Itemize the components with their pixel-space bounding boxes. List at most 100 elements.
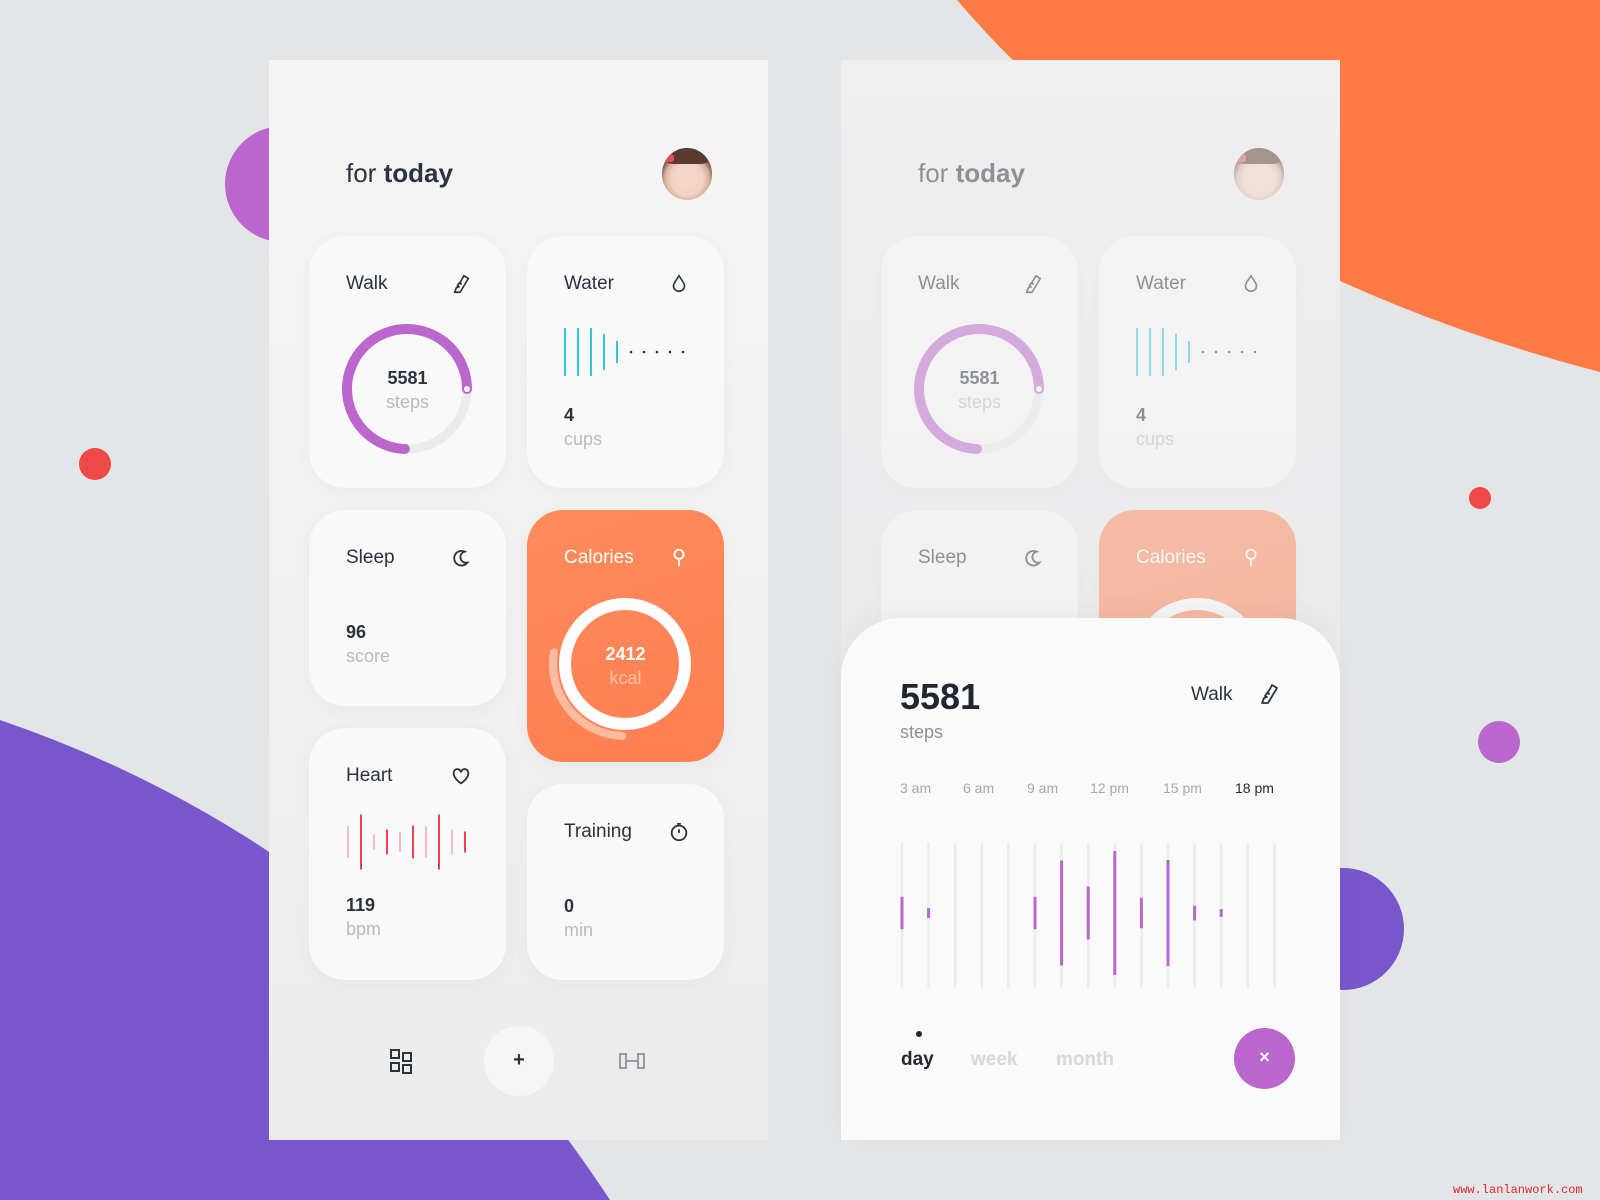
- training-value: 0: [564, 896, 575, 916]
- avatar-face: [676, 162, 698, 190]
- shoe-icon: [1261, 684, 1278, 704]
- page-title: for today: [346, 158, 453, 189]
- steps-chart: [900, 843, 1276, 988]
- dashboard-screen: for today Walk 5581 steps Water: [269, 60, 768, 1140]
- avatar-accent: [1236, 154, 1246, 162]
- detail-steps-value: 5581: [900, 676, 981, 717]
- steps-value: 5581: [387, 368, 428, 388]
- sleep-unit: score: [346, 646, 391, 666]
- heart-card[interactable]: Heart 119 bpm: [309, 728, 506, 980]
- time-tick[interactable]: 12 pm: [1090, 780, 1129, 796]
- title-prefix: for: [346, 158, 377, 188]
- sleep-card[interactable]: Sleep 96 score: [309, 510, 506, 706]
- drop-icon: [672, 274, 686, 293]
- tab-week[interactable]: week: [971, 1049, 1018, 1070]
- heart-value: 119: [346, 895, 376, 915]
- water-cups-chart: [1136, 328, 1257, 376]
- heart-rate-chart: [347, 814, 466, 870]
- tab-month[interactable]: month: [1056, 1049, 1115, 1070]
- time-tick[interactable]: 6 am: [963, 780, 995, 796]
- card-label: Water: [1136, 273, 1186, 294]
- detail-screen: for today Walk 5581 steps Water 4: [841, 60, 1340, 1140]
- walk-card[interactable]: Walk 5581 steps: [881, 236, 1078, 488]
- cup-empty-dot: [1227, 350, 1231, 354]
- card-label: Walk: [346, 273, 388, 294]
- cup-empty-dot: [668, 350, 672, 354]
- cup-empty-dot: [1240, 350, 1244, 354]
- card-label: Training: [564, 821, 632, 842]
- add-button[interactable]: +: [484, 1026, 554, 1096]
- avatar-hair: [666, 148, 708, 164]
- avatar[interactable]: [1234, 148, 1284, 200]
- calories-card[interactable]: Calories 2412 kcal: [527, 510, 724, 762]
- cup-empty-dot: [629, 350, 633, 354]
- calories-unit: kcal: [609, 668, 642, 688]
- walk-detail-sheet: 5581 steps Walk 3 am 6 am 9 am 12 pm 15 pm 18…: [841, 618, 1340, 1140]
- lollipop-icon: [1245, 548, 1257, 567]
- shoe-icon: [1025, 274, 1042, 294]
- moon-icon: [1025, 550, 1042, 567]
- cup-empty-dot: [642, 350, 646, 354]
- cup-empty-dot: [1201, 350, 1205, 354]
- ring-track: [559, 598, 691, 730]
- training-card[interactable]: Training 0 min: [527, 784, 724, 980]
- dumbbell-icon[interactable]: [618, 1052, 646, 1070]
- cup-empty-dot: [655, 350, 659, 354]
- watermark: www.lanlanwork.com: [1453, 1183, 1583, 1197]
- page-title: for today: [918, 158, 1025, 189]
- walk-progress-ring: [914, 324, 1044, 454]
- tab-day[interactable]: day: [901, 1049, 934, 1070]
- cups-value: 4: [1136, 405, 1147, 425]
- steps-unit: steps: [957, 392, 1002, 412]
- cup-empty-dot: [681, 350, 685, 354]
- water-cups-chart: [564, 328, 685, 376]
- avatar-accent: [664, 154, 674, 162]
- time-tick[interactable]: 9 am: [1027, 780, 1059, 796]
- walk-progress-ring: [342, 324, 472, 454]
- moon-icon: [453, 550, 470, 567]
- steps-unit: steps: [385, 392, 430, 412]
- time-tick[interactable]: 15 pm: [1163, 780, 1202, 796]
- avatar[interactable]: [662, 148, 712, 200]
- sleep-value: 96: [346, 622, 367, 642]
- stopwatch-icon: [670, 822, 688, 842]
- close-button[interactable]: ×: [1234, 1028, 1295, 1089]
- card-label: Water: [564, 273, 614, 294]
- cup-empty-dot: [1214, 350, 1218, 354]
- detail-steps-unit: steps: [900, 722, 944, 742]
- card-label: Calories: [564, 547, 634, 568]
- card-label: Walk: [918, 273, 960, 294]
- avatar-face: [1248, 162, 1270, 190]
- card-label: Sleep: [346, 547, 395, 568]
- steps-value: 5581: [959, 368, 1000, 388]
- cups-value: 4: [564, 405, 575, 425]
- ring-progress: [342, 324, 472, 454]
- time-tick[interactable]: 3 am: [900, 780, 932, 796]
- time-tick[interactable]: 18 pm: [1235, 780, 1274, 796]
- card-label: Calories: [1136, 547, 1206, 568]
- ring-progress: [549, 648, 627, 740]
- cup-empty-dot: [1253, 350, 1257, 354]
- heart-unit: bpm: [346, 919, 382, 939]
- title-bold: today: [955, 158, 1025, 188]
- purple-dot: [1478, 721, 1520, 763]
- card-label: Sleep: [918, 547, 967, 568]
- lollipop-icon: [673, 548, 685, 567]
- calories-ring: [549, 598, 691, 740]
- walk-card[interactable]: Walk 5581 steps: [309, 236, 506, 488]
- ring-end-dot: [464, 386, 470, 392]
- ring-progress: [914, 324, 1044, 454]
- title-prefix: for: [918, 158, 949, 188]
- card-label: Heart: [346, 765, 393, 786]
- training-unit: min: [564, 920, 594, 940]
- cups-unit: cups: [1136, 429, 1175, 449]
- calories-value: 2412: [605, 644, 646, 664]
- water-card[interactable]: Water 4 cups: [1099, 236, 1296, 488]
- red-dot: [79, 448, 111, 480]
- shoe-icon: [453, 274, 470, 294]
- heart-icon: [452, 768, 470, 785]
- dashboard-icon[interactable]: [389, 1048, 413, 1074]
- water-card[interactable]: Water 4 cups: [527, 236, 724, 488]
